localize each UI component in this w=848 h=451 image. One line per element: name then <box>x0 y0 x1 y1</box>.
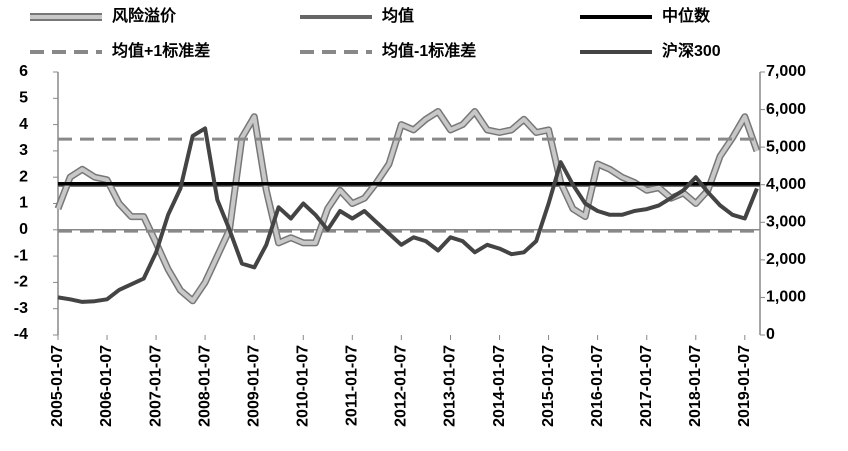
y-tick-label: 3 <box>19 142 28 159</box>
y-tick-label: 6 <box>19 63 28 80</box>
legend-label: 均值 <box>382 6 414 25</box>
legend-label: 中位数 <box>662 6 711 25</box>
x-tick-label: 2014-01-07 <box>491 345 508 427</box>
x-tick-label: 2012-01-07 <box>393 345 410 427</box>
line <box>56 109 759 303</box>
legend-label: 沪深300 <box>662 41 721 60</box>
x-tick-label: 2008-01-07 <box>196 345 213 427</box>
y2-tick-label: 5,000 <box>766 138 806 155</box>
y-tick-label: 1 <box>19 195 28 212</box>
y-tick-label: -1 <box>14 247 28 264</box>
y-tick-label: 0 <box>19 221 28 238</box>
x-tick-label: 2015-01-07 <box>540 345 557 427</box>
y-tick-label: 4 <box>19 116 28 133</box>
y2-tick-label: 3,000 <box>766 214 806 231</box>
x-tick-label: 2019-01-07 <box>736 345 753 427</box>
y2-tick-label: 4,000 <box>766 176 806 193</box>
x-tick-label: 2007-01-07 <box>147 345 164 427</box>
y2-tick-label: 2,000 <box>766 251 806 268</box>
y-tick-label: 2 <box>19 168 28 185</box>
x-tick-label: 2018-01-07 <box>687 345 704 427</box>
legend-label: 均值+1标准差 <box>112 41 210 60</box>
x-tick-label: 2010-01-07 <box>295 345 312 427</box>
y2-tick-label: 7,000 <box>766 63 806 80</box>
x-tick-label: 2016-01-07 <box>589 345 606 427</box>
x-tick-label: 2005-01-07 <box>49 345 66 427</box>
y-tick-label: -2 <box>14 274 28 291</box>
x-tick-label: 2017-01-07 <box>638 345 655 427</box>
x-tick-label: 2006-01-07 <box>98 345 115 427</box>
x-tick-label: 2013-01-07 <box>442 345 459 427</box>
y-tick-label: -3 <box>14 300 28 317</box>
y2-tick-label: 6,000 <box>766 101 806 118</box>
x-tick-label: 2009-01-07 <box>245 345 262 427</box>
x-tick-label: 2011-01-07 <box>344 345 361 426</box>
y-tick-label: 5 <box>19 90 28 107</box>
y2-tick-label: 0 <box>766 326 775 343</box>
y2-tick-label: 1,000 <box>766 289 806 306</box>
legend-label: 均值-1标准差 <box>382 41 476 60</box>
line <box>57 126 759 304</box>
legend-label: 风险溢价 <box>112 6 177 25</box>
y-tick-label: -4 <box>14 326 28 343</box>
